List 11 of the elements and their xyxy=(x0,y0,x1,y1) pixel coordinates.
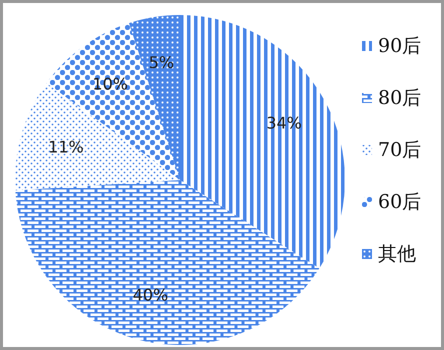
legend-label: 90后 xyxy=(378,35,422,57)
data-label: 5% xyxy=(148,53,174,72)
pie-slice xyxy=(46,23,180,180)
legend-label: 60后 xyxy=(378,191,422,213)
legend-label: 80后 xyxy=(378,87,422,109)
legend-label: 其他 xyxy=(378,243,416,265)
pie-slice xyxy=(129,15,180,180)
pie-slice xyxy=(180,15,345,268)
legend-label: 70后 xyxy=(378,139,422,161)
pie-slice xyxy=(15,180,320,345)
data-label: 11% xyxy=(48,137,84,156)
